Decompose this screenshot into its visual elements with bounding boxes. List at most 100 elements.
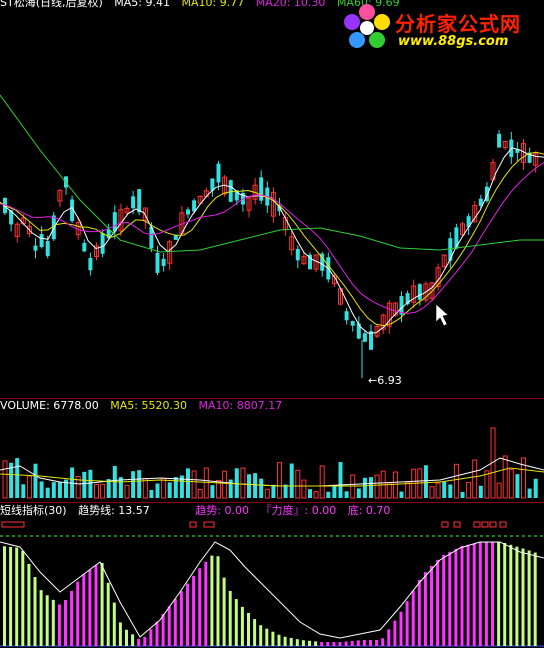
indicator-bar xyxy=(15,547,19,646)
volume-bar xyxy=(362,477,367,498)
low-price-marker: ←6.93 xyxy=(368,374,402,387)
indicator-bar xyxy=(503,542,507,646)
indicator-bar xyxy=(125,629,128,646)
indicator-bar xyxy=(210,555,214,646)
volume-bar xyxy=(39,481,44,498)
candle-body xyxy=(161,258,166,266)
indicator-bar xyxy=(423,572,427,646)
volume-bar xyxy=(149,489,154,498)
indicator-bar xyxy=(57,604,61,646)
candle-body xyxy=(112,212,117,232)
indicator-bar xyxy=(253,619,257,646)
candle-body xyxy=(277,205,282,212)
volume-bar xyxy=(240,467,246,499)
candle-body xyxy=(423,283,429,301)
ma5-line xyxy=(0,147,544,334)
volume-bar xyxy=(64,479,68,498)
indicator-bar xyxy=(411,590,415,646)
volume-bar xyxy=(179,475,184,498)
candle-body xyxy=(82,242,87,252)
indicator-bar xyxy=(161,614,165,646)
indicator-bar xyxy=(308,640,311,646)
indicator-bar xyxy=(3,546,6,646)
indicator-bar xyxy=(70,590,74,646)
indicator-bar xyxy=(362,640,366,646)
mouse-cursor-icon xyxy=(435,303,449,327)
low-price-value: 6.93 xyxy=(377,374,402,387)
volume-bar xyxy=(191,470,197,499)
volume-bar xyxy=(484,470,490,499)
volume-ma5-line xyxy=(0,457,544,487)
indicator-bar xyxy=(88,569,92,646)
indicator-chart-panel[interactable]: 短线指标(30) 趋势线: 13.57 趋势: 0.00 『力度』: 0.00 … xyxy=(0,502,544,648)
indicator-bar xyxy=(436,559,440,646)
signal-marker xyxy=(441,521,449,528)
indicator-bar xyxy=(100,562,104,646)
volume-bar xyxy=(313,491,319,499)
candle-body xyxy=(186,209,190,215)
candle-body xyxy=(270,191,276,217)
volume-bar xyxy=(197,488,203,499)
indicator-bar xyxy=(155,621,159,646)
indicator-bar xyxy=(192,575,196,646)
stock-title: ST松海(日线,后复权) xyxy=(0,0,103,9)
volume-bar xyxy=(295,469,301,499)
indicator-bar xyxy=(442,554,446,646)
panel-divider xyxy=(0,398,544,399)
candle-body xyxy=(210,178,215,191)
indicator-bar xyxy=(491,542,494,646)
volume-bar xyxy=(508,469,514,499)
volume-ma5-readout: MA5: 5520.30 xyxy=(110,399,187,412)
arrow-left-icon: ← xyxy=(368,374,378,387)
volume-bar xyxy=(386,482,392,499)
volume-bar xyxy=(515,474,520,498)
candle-body xyxy=(70,199,75,222)
volume-ma10-line xyxy=(0,467,544,487)
volume-bar xyxy=(308,489,312,498)
candle-body xyxy=(380,314,386,330)
volume-bar xyxy=(332,486,337,498)
volume-bar xyxy=(234,468,239,498)
candle-body xyxy=(57,189,63,202)
ma20-readout: MA20: 10.30 xyxy=(255,0,326,9)
volume-bar xyxy=(301,479,307,499)
candle-body xyxy=(460,223,465,236)
volume-bar xyxy=(502,455,508,499)
volume-bar xyxy=(222,470,228,499)
indicator-bar xyxy=(283,636,287,646)
volume-bar xyxy=(57,482,62,498)
volume-bar xyxy=(521,457,526,499)
volume-bar xyxy=(448,484,453,498)
volume-bar xyxy=(2,460,8,499)
trend-readout: 趋势: 0.00 xyxy=(195,504,249,517)
candle-body xyxy=(392,302,398,316)
candle-body xyxy=(502,141,508,148)
candle-body xyxy=(192,200,197,212)
candle-body xyxy=(9,210,14,225)
indicator-bar xyxy=(143,636,147,646)
indicator-bar xyxy=(27,563,31,646)
volume-bar xyxy=(45,487,50,498)
volume-bar xyxy=(203,467,209,499)
indicator-name: 短线指标(30) xyxy=(0,504,67,517)
volume-bar xyxy=(253,473,258,498)
volume-bar xyxy=(118,477,123,498)
volume-bar xyxy=(466,482,472,499)
signal-marker xyxy=(489,521,497,528)
candle-body xyxy=(515,148,520,153)
volume-bar xyxy=(33,463,38,498)
volume-chart-panel[interactable]: VOLUME: 6778.00 MA5: 5520.30 MA10: 8807.… xyxy=(0,398,544,502)
volume-bar xyxy=(435,482,441,499)
volume-bar xyxy=(338,462,343,498)
volume-bar xyxy=(344,491,349,498)
ma60-line xyxy=(0,94,544,253)
price-chart-panel[interactable]: ST松海(日线,后复权) MA5: 9.41 MA10: 9.77 MA20: … xyxy=(0,0,544,398)
price-chart[interactable] xyxy=(0,0,544,398)
volume-bar xyxy=(374,474,380,499)
volume-chart[interactable] xyxy=(0,398,544,502)
volume-bar xyxy=(94,483,99,499)
indicator-bar xyxy=(497,542,501,646)
volume-bar xyxy=(369,477,373,498)
indicator-chart[interactable] xyxy=(0,502,544,648)
candle-body xyxy=(320,253,325,271)
